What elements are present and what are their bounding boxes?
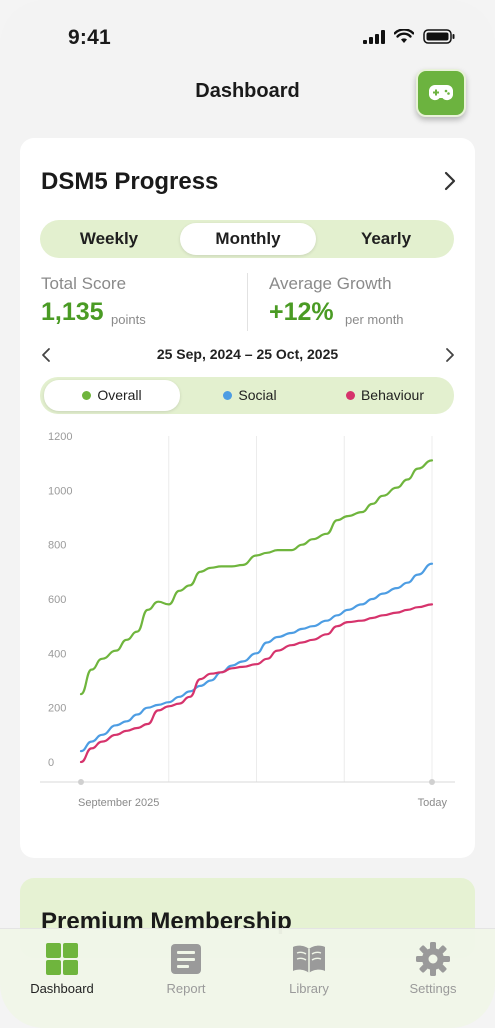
period-segmented-control: Weekly Monthly Yearly [40,220,454,258]
chevron-right-icon[interactable] [445,347,455,363]
social-dot-icon [223,391,233,400]
nav-label: Report [166,981,206,996]
filter-behaviour[interactable]: Behaviour [318,380,452,411]
status-time: 9:41 [68,26,111,49]
tab-monthly[interactable]: Monthly [180,223,316,255]
behaviour-dot-icon [345,391,355,400]
filter-overall[interactable]: Overall [44,380,180,411]
series-line-overall [79,459,434,696]
tab-weekly[interactable]: Weekly [79,229,139,248]
overall-dot-icon [82,391,92,400]
stats-divider [247,273,248,331]
date-range: 25 Sep, 2024 – 25 Oct, 2025 [156,346,339,362]
y-tick-label: 1000 [48,485,72,497]
nav-label: Settings [409,981,457,996]
cellular-signal-icon [363,29,385,44]
nav-label: Dashboard [30,981,94,996]
game-button[interactable] [416,69,466,117]
x-axis-end-marker [429,779,435,785]
nav-label: Library [289,981,329,996]
series-line-social [79,562,434,753]
nav-item-dashboard[interactable]: Dashboard [12,941,112,996]
gear-icon [416,942,450,976]
x-tick-label: September 2025 [78,797,159,809]
card-title: DSM5 Progress [41,168,219,195]
bottom-nav: Dashboard Report Library [0,928,495,1028]
progress-line-chart: 1200 1000 800 600 400 200 0 September 2025 Today [40,431,455,809]
y-tick-label: 800 [48,540,66,552]
average-growth-unit: per month [345,312,404,327]
dashboard-grid-icon [46,943,78,975]
nav-item-report[interactable]: Report [136,941,236,996]
report-document-icon [171,944,201,974]
battery-icon [423,29,455,44]
open-book-icon [293,945,325,973]
y-tick-label: 1200 [48,431,72,443]
total-score-unit: points [111,312,146,327]
y-tick-label: 600 [48,594,66,606]
chevron-left-icon[interactable] [41,347,51,363]
x-axis-start-marker [78,779,84,785]
y-tick-label: 200 [48,703,66,715]
y-tick-label: 0 [48,757,54,769]
status-bar: 9:41 [0,0,495,70]
series-filter: Overall Social Behaviour [40,377,454,414]
filter-social[interactable]: Social [190,380,310,411]
nav-item-settings[interactable]: Settings [383,941,483,996]
average-growth-value: +12% [269,298,334,326]
total-score-value: 1,135 [41,298,104,326]
y-tick-label: 400 [48,648,66,660]
average-growth-label: Average Growth [269,274,392,293]
total-score-label: Total Score [41,274,127,293]
filter-label: Social [238,387,277,403]
filter-label: Overall [97,387,142,403]
chevron-right-icon[interactable] [443,170,457,192]
page-title: Dashboard [195,80,300,102]
tab-yearly[interactable]: Yearly [360,229,412,248]
filter-label: Behaviour [360,387,425,403]
gamepad-icon [429,85,453,101]
nav-item-library[interactable]: Library [259,941,359,996]
wifi-icon [394,29,414,43]
status-icons [363,29,455,44]
x-tick-label: Today [418,797,448,809]
series-line-behaviour [79,603,434,764]
dsm5-progress-card: DSM5 Progress Weekly Monthly Yearly Tota… [20,138,475,858]
